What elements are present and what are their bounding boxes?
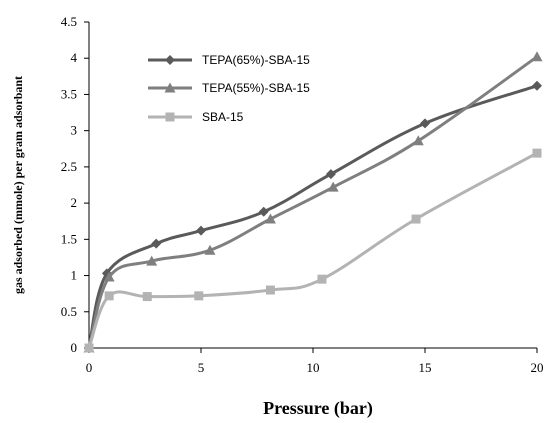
data-point	[411, 214, 421, 224]
data-point	[264, 213, 276, 224]
y-tick-label: 0	[71, 340, 78, 355]
legend-swatch-marker	[165, 112, 175, 122]
series-0	[84, 80, 542, 353]
series-line	[87, 84, 538, 349]
y-tick-label: 1.5	[61, 231, 77, 246]
x-tick-label: 0	[86, 360, 93, 375]
y-tick-label: 0.5	[61, 304, 77, 319]
data-point	[420, 118, 430, 129]
data-point	[258, 206, 269, 217]
data-point	[204, 244, 216, 255]
legend: TEPA(65%)-SBA-15 TEPA(55%)-SBA-15 SBA-15	[148, 53, 310, 124]
y-tick-label: 2.5	[61, 159, 77, 174]
x-tick-label: 20	[531, 360, 544, 375]
y-tick-label: 2	[71, 195, 78, 210]
series-1	[83, 51, 543, 353]
data-point	[532, 148, 542, 158]
y-tick-label: 3.5	[61, 86, 77, 101]
y-ticks: 0 0.5 1 1.5 2 2.5 3 3.5 4 4.5	[61, 14, 89, 355]
legend-item: SBA-15	[148, 110, 244, 124]
y-tick-label: 4.5	[61, 14, 77, 29]
data-point	[317, 274, 327, 284]
data-point	[532, 80, 542, 91]
data-point	[142, 292, 152, 302]
x-axis-title: Pressure (bar)	[263, 398, 373, 419]
data-point	[196, 225, 206, 236]
y-tick-label: 4	[71, 50, 78, 65]
legend-label: TEPA(65%)-SBA-15	[202, 53, 310, 67]
y-axis-title: gas adsorbed (mmole) per gram adsorbant	[11, 76, 25, 294]
series-2	[84, 148, 542, 353]
series-line	[87, 55, 538, 349]
data-point	[104, 291, 114, 301]
data-point	[412, 135, 424, 146]
legend-label: TEPA(55%)-SBA-15	[202, 81, 310, 95]
data-point	[265, 285, 275, 295]
legend-item: TEPA(55%)-SBA-15	[148, 81, 310, 95]
legend-item: TEPA(65%)-SBA-15	[148, 53, 310, 67]
x-tick-label: 10	[307, 360, 320, 375]
x-tick-label: 5	[198, 360, 205, 375]
y-tick-label: 3	[71, 123, 78, 138]
x-tick-label: 15	[419, 360, 432, 375]
data-point	[84, 343, 94, 353]
data-point	[151, 238, 162, 249]
data-point	[194, 291, 204, 301]
legend-label: SBA-15	[202, 110, 244, 124]
x-ticks: 0 5 10 15 20	[86, 348, 544, 375]
y-tick-label: 1	[71, 268, 78, 283]
legend-swatch-marker	[165, 55, 175, 65]
series-line	[87, 151, 538, 349]
data-point	[103, 271, 115, 282]
data-point	[146, 255, 158, 266]
data-point	[327, 181, 339, 192]
series-layer	[83, 51, 543, 353]
data-point	[325, 169, 336, 180]
legend-swatch-marker	[164, 82, 176, 93]
data-point	[531, 51, 543, 62]
